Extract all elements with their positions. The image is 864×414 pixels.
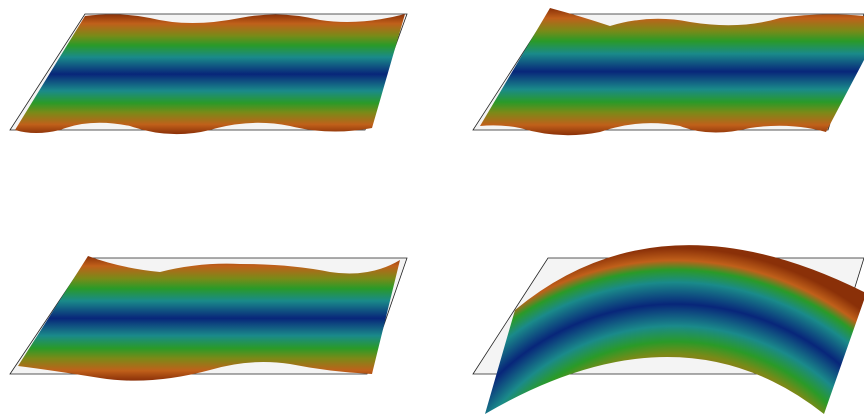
surface: [480, 8, 864, 135]
panel: [10, 14, 407, 134]
surface: [18, 256, 400, 381]
page-body: (() => { const data = JSON.parse(documen…: [0, 0, 864, 414]
page: {} html, body { margin: 0; padding: 0; b…: [0, 0, 864, 414]
panel: [10, 256, 407, 381]
figure: [0, 0, 864, 414]
panel: [473, 8, 864, 135]
panel: [473, 245, 864, 414]
